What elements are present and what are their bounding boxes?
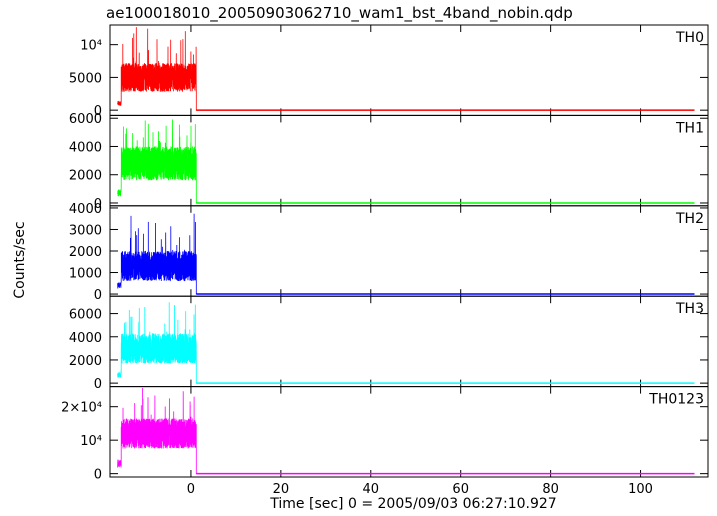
y-tick-label: 0 [94,104,102,119]
y-tick-label: 6000 [69,308,102,323]
series-line-th3 [117,302,695,384]
y-tick-label: 3000 [69,223,102,238]
y-tick-label: 0 [94,468,102,483]
panel-frame [109,386,709,478]
panel-frame [109,24,709,116]
y-tick-label: 0 [94,197,102,212]
y-tick-label: 2000 [69,354,102,369]
y-tick-label: 4000 [69,140,102,155]
y-tick-label: 4000 [69,202,102,217]
y-tick-label: 10⁴ [80,39,102,54]
panel-label: TH3 [675,301,704,317]
panel-frame [109,295,709,388]
x-tick-label: 0 [187,482,195,497]
x-tick-label: 60 [452,482,469,497]
panel-frame [109,114,709,207]
panel-label: TH1 [675,120,704,136]
x-tick-label: 80 [542,482,559,497]
panel-label: TH2 [675,211,704,227]
x-tick-label: 20 [273,482,290,497]
y-tick-label: 0 [94,377,102,392]
y-tick-label: 2000 [69,245,102,260]
chart-title: ae100018010_20050903062710_wam1_bst_4ban… [106,4,573,22]
y-tick-label: 2×10⁴ [61,401,102,416]
series-line-th2 [117,213,695,295]
x-tick-label: 40 [363,482,380,497]
y-tick-label: 5000 [69,71,102,86]
y-tick-label: 0 [94,288,102,303]
y-tick-label: 6000 [69,112,102,127]
series-line-th0 [117,27,695,111]
panel-label: TH0 [675,30,704,46]
x-axis-label: Time [sec] 0 = 2005/09/03 06:27:10.927 [270,496,557,512]
y-tick-label: 4000 [69,331,102,346]
series-line-th0123 [117,387,695,475]
y-tick-label: 2000 [69,169,102,184]
y-tick-label: 1000 [69,267,102,282]
panel-frame [109,205,709,297]
series-line-th1 [117,119,695,204]
x-tick-label: 100 [628,482,653,497]
panel-label: TH0123 [648,392,704,408]
y-tick-label: 10⁴ [80,434,102,449]
